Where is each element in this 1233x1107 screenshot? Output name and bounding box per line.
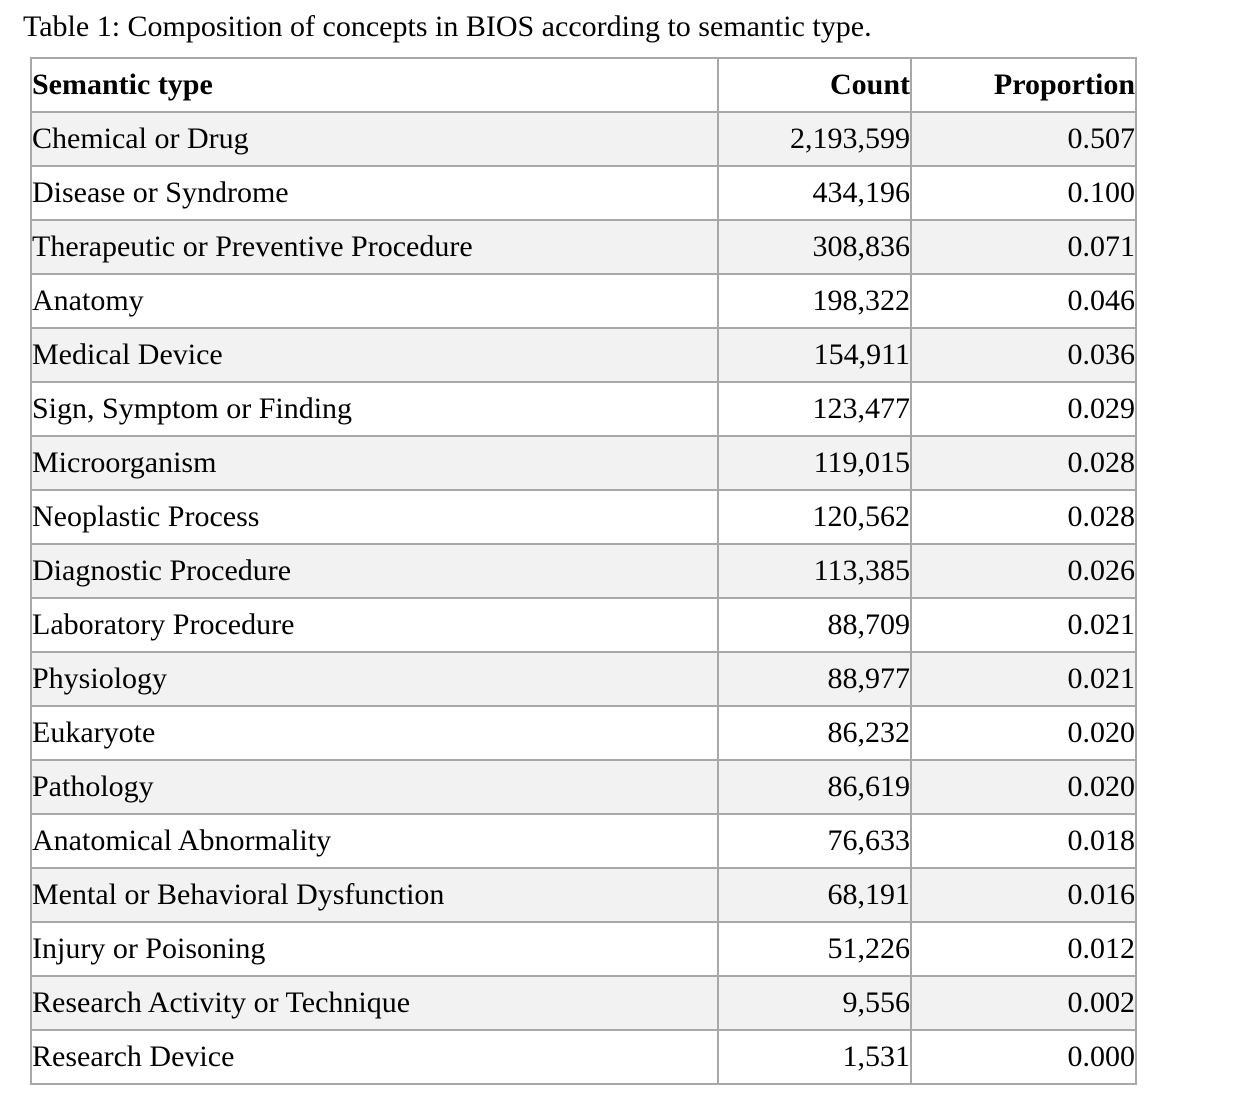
cell-proportion: 0.020	[910, 758, 1137, 815]
table-caption: Table 1: Composition of concepts in BIOS…	[23, 10, 872, 43]
cell-semantic-type: Research Device	[30, 1028, 719, 1085]
table-header: Semantic type Count Proportion	[30, 56, 1137, 113]
table-row: Medical Device 154,911 0.036	[30, 326, 1137, 383]
cell-semantic-type: Chemical or Drug	[30, 110, 719, 167]
cell-semantic-type: Laboratory Procedure	[30, 596, 719, 653]
semantic-type-table: Semantic type Count Proportion Chemical …	[30, 56, 1137, 1085]
cell-count: 308,836	[717, 218, 912, 275]
cell-count: 434,196	[717, 164, 912, 221]
cell-proportion: 0.020	[910, 704, 1137, 761]
table-row: Chemical or Drug 2,193,599 0.507	[30, 110, 1137, 167]
cell-proportion: 0.021	[910, 650, 1137, 707]
cell-semantic-type: Anatomical Abnormality	[30, 812, 719, 869]
cell-semantic-type: Pathology	[30, 758, 719, 815]
cell-count: 9,556	[717, 974, 912, 1031]
cell-proportion: 0.021	[910, 596, 1137, 653]
cell-semantic-type: Therapeutic or Preventive Procedure	[30, 218, 719, 275]
table-row: Neoplastic Process 120,562 0.028	[30, 488, 1137, 545]
table-row: Research Device 1,531 0.000	[30, 1028, 1137, 1085]
header-count: Count	[717, 56, 912, 113]
cell-proportion: 0.028	[910, 488, 1137, 545]
cell-semantic-type: Diagnostic Procedure	[30, 542, 719, 599]
header-semantic-type: Semantic type	[30, 56, 719, 113]
table-body: Chemical or Drug 2,193,599 0.507 Disease…	[30, 110, 1137, 1085]
cell-semantic-type: Disease or Syndrome	[30, 164, 719, 221]
cell-semantic-type: Medical Device	[30, 326, 719, 383]
table-row: Mental or Behavioral Dysfunction 68,191 …	[30, 866, 1137, 923]
cell-count: 2,193,599	[717, 110, 912, 167]
table-row: Anatomical Abnormality 76,633 0.018	[30, 812, 1137, 869]
cell-count: 86,232	[717, 704, 912, 761]
cell-count: 68,191	[717, 866, 912, 923]
table-row: Therapeutic or Preventive Procedure 308,…	[30, 218, 1137, 275]
cell-semantic-type: Physiology	[30, 650, 719, 707]
table-row: Injury or Poisoning 51,226 0.012	[30, 920, 1137, 977]
table-row: Anatomy 198,322 0.046	[30, 272, 1137, 329]
table-row: Sign, Symptom or Finding 123,477 0.029	[30, 380, 1137, 437]
cell-semantic-type: Sign, Symptom or Finding	[30, 380, 719, 437]
cell-count: 198,322	[717, 272, 912, 329]
cell-count: 154,911	[717, 326, 912, 383]
table-row: Disease or Syndrome 434,196 0.100	[30, 164, 1137, 221]
cell-count: 88,709	[717, 596, 912, 653]
cell-semantic-type: Microorganism	[30, 434, 719, 491]
cell-semantic-type: Anatomy	[30, 272, 719, 329]
cell-proportion: 0.002	[910, 974, 1137, 1031]
cell-semantic-type: Mental or Behavioral Dysfunction	[30, 866, 719, 923]
cell-count: 86,619	[717, 758, 912, 815]
cell-proportion: 0.018	[910, 812, 1137, 869]
cell-count: 88,977	[717, 650, 912, 707]
cell-proportion: 0.071	[910, 218, 1137, 275]
table-row: Physiology 88,977 0.021	[30, 650, 1137, 707]
cell-semantic-type: Neoplastic Process	[30, 488, 719, 545]
table-row: Pathology 86,619 0.020	[30, 758, 1137, 815]
cell-count: 113,385	[717, 542, 912, 599]
table-row: Eukaryote 86,232 0.020	[30, 704, 1137, 761]
cell-proportion: 0.100	[910, 164, 1137, 221]
cell-proportion: 0.036	[910, 326, 1137, 383]
cell-proportion: 0.028	[910, 434, 1137, 491]
cell-proportion: 0.507	[910, 110, 1137, 167]
cell-proportion: 0.046	[910, 272, 1137, 329]
header-proportion: Proportion	[910, 56, 1137, 113]
cell-proportion: 0.000	[910, 1028, 1137, 1085]
cell-proportion: 0.012	[910, 920, 1137, 977]
table-row: Research Activity or Technique 9,556 0.0…	[30, 974, 1137, 1031]
cell-proportion: 0.016	[910, 866, 1137, 923]
cell-count: 119,015	[717, 434, 912, 491]
cell-count: 76,633	[717, 812, 912, 869]
table-row: Diagnostic Procedure 113,385 0.026	[30, 542, 1137, 599]
cell-semantic-type: Injury or Poisoning	[30, 920, 719, 977]
cell-semantic-type: Research Activity or Technique	[30, 974, 719, 1031]
cell-semantic-type: Eukaryote	[30, 704, 719, 761]
table-row: Laboratory Procedure 88,709 0.021	[30, 596, 1137, 653]
cell-count: 51,226	[717, 920, 912, 977]
cell-count: 123,477	[717, 380, 912, 437]
cell-proportion: 0.029	[910, 380, 1137, 437]
cell-count: 1,531	[717, 1028, 912, 1085]
cell-count: 120,562	[717, 488, 912, 545]
table-header-row: Semantic type Count Proportion	[30, 56, 1137, 113]
table-row: Microorganism 119,015 0.028	[30, 434, 1137, 491]
cell-proportion: 0.026	[910, 542, 1137, 599]
